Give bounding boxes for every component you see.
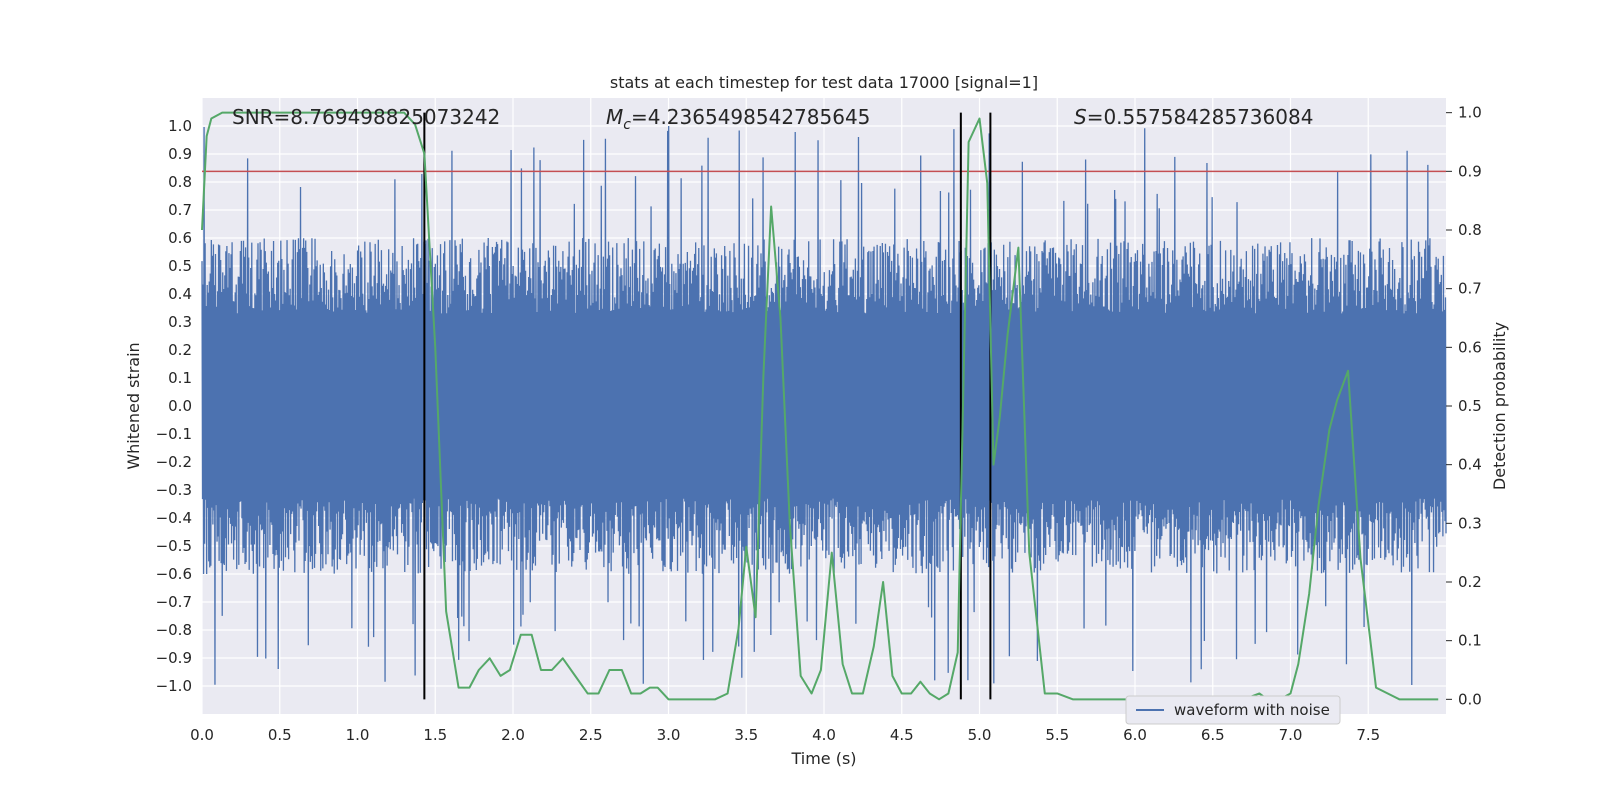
legend-box — [1125, 695, 1341, 725]
waveform-series — [201, 126, 1447, 686]
y-right-tick-label: 0.0 — [1458, 690, 1482, 708]
chart-title: stats at each timestep for test data 170… — [610, 73, 1038, 92]
x-tick-label: 2.0 — [501, 726, 525, 744]
y-tick-label: −0.6 — [156, 565, 192, 583]
y-axis-label: Whitened strain — [124, 342, 143, 469]
x-tick-label: 5.5 — [1045, 726, 1069, 744]
y-tick-label: 0.2 — [168, 341, 192, 359]
x-axis-label: Time (s) — [790, 749, 856, 768]
x-tick-label: 3.5 — [734, 726, 758, 744]
y-tick-label: −0.4 — [156, 509, 192, 527]
y-right-tick-label: 0.3 — [1458, 514, 1482, 532]
x-tick-label: 4.5 — [890, 726, 914, 744]
chirp-mass-symbol: M — [606, 105, 623, 129]
y-right-axis-label: Detection probability — [1490, 322, 1509, 490]
y-right-tick-label: 0.9 — [1458, 162, 1482, 180]
y-tick-label: 1.0 — [168, 117, 192, 135]
waveform-line — [201, 126, 1447, 686]
y-right-tick-label: 0.8 — [1458, 221, 1482, 239]
y-tick-label: −0.9 — [156, 649, 192, 667]
y-tick-label: −0.7 — [156, 593, 192, 611]
y-right-tick-labels: 0.0 0.1 0.2 0.3 0.4 0.5 0.6 0.7 0.8 0.9 1.0 — [1446, 104, 1482, 708]
y-tick-label: −1.0 — [156, 677, 192, 695]
y-right-tick-label: 0.7 — [1458, 280, 1482, 298]
x-tick-label: 6.5 — [1201, 726, 1225, 744]
snr-annotation: SNR=8.769498825073242 — [232, 105, 500, 129]
x-tick-label: 0.5 — [268, 726, 292, 744]
y-tick-label: 0.9 — [168, 145, 192, 163]
x-tick-label: 7.5 — [1356, 726, 1380, 744]
y-tick-label: 0.1 — [168, 369, 192, 387]
x-tick-label: 6.0 — [1123, 726, 1147, 744]
x-tick-label: 3.0 — [657, 726, 681, 744]
x-tick-label: 4.0 — [812, 726, 836, 744]
x-tick-label: 1.5 — [423, 726, 447, 744]
y-right-tick-label: 0.4 — [1458, 456, 1482, 474]
y-tick-label: 0.4 — [168, 285, 192, 303]
chirp-mass-value: =4.2365498542785645 — [631, 105, 870, 129]
y-tick-label: −0.3 — [156, 481, 192, 499]
x-tick-label: 1.0 — [346, 726, 370, 744]
y-tick-label: 0.7 — [168, 201, 192, 219]
y-tick-label: 0.5 — [168, 257, 192, 275]
y-right-tick-label: 1.0 — [1458, 104, 1482, 122]
y-right-tick-label: 0.1 — [1458, 632, 1482, 650]
legend: waveform with noise — [1125, 695, 1341, 725]
y-tick-label: 0.0 — [168, 397, 192, 415]
x-tick-labels: 0.0 0.5 1.0 1.5 2.0 2.5 3.0 3.5 4.0 4.5 5.0 5.5 6.0 6… — [190, 726, 1380, 744]
s-value: =0.557584285736084 — [1087, 105, 1314, 129]
y-tick-label: 0.8 — [168, 173, 192, 191]
y-tick-labels: −1.0 −0.9 −0.8 −0.7 −0.6 −0.5 −0.4 −0.3 −0.2 −0.1… — [156, 117, 192, 695]
chirp-mass-subscript: c — [623, 117, 631, 133]
y-tick-label: −0.5 — [156, 537, 192, 555]
x-tick-label: 7.0 — [1279, 726, 1303, 744]
y-right-tick-label: 0.6 — [1458, 338, 1482, 356]
y-tick-label: 0.3 — [168, 313, 192, 331]
vertical-markers — [423, 112, 992, 700]
legend-entry: waveform with noise — [1174, 701, 1330, 719]
y-tick-label: 0.6 — [168, 229, 192, 247]
x-tick-label: 2.5 — [579, 726, 603, 744]
y-tick-label: −0.2 — [156, 453, 192, 471]
y-right-tick-label: 0.5 — [1458, 397, 1482, 415]
y-right-tick-label: 0.2 — [1458, 573, 1482, 591]
y-tick-label: −0.8 — [156, 621, 192, 639]
chirp-mass-annotation: Mc=4.2365498542785645 — [606, 105, 870, 133]
x-tick-label: 0.0 — [190, 726, 214, 744]
s-symbol: S — [1074, 105, 1087, 129]
s-annotation: S=0.557584285736084 — [1074, 105, 1313, 129]
y-tick-label: −0.1 — [156, 425, 192, 443]
x-tick-label: 5.0 — [968, 726, 992, 744]
